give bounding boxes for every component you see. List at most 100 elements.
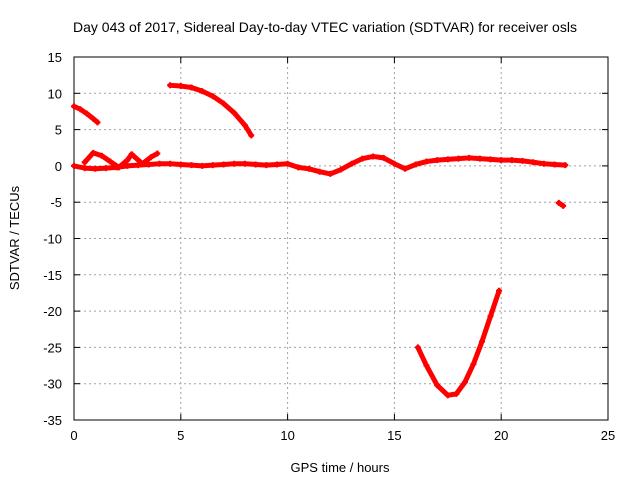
data-point bbox=[562, 162, 569, 169]
data-point bbox=[241, 160, 248, 167]
data-point bbox=[327, 170, 334, 177]
data-point bbox=[555, 199, 562, 206]
series-line bbox=[415, 288, 502, 398]
data-point bbox=[209, 162, 216, 169]
x-tick-labels: 0 5 10 15 20 25 bbox=[70, 428, 615, 443]
data-point bbox=[560, 202, 567, 209]
grid-lines bbox=[74, 57, 608, 420]
data-point bbox=[71, 162, 77, 169]
data-point bbox=[83, 110, 90, 117]
y-tick-label: -30 bbox=[43, 377, 62, 392]
data-point bbox=[487, 156, 494, 163]
data-point bbox=[139, 160, 146, 167]
data-point bbox=[128, 151, 135, 158]
y-tick-label: 5 bbox=[55, 123, 62, 138]
data-point bbox=[220, 100, 227, 107]
data-point bbox=[455, 155, 462, 162]
x-tick-label: 10 bbox=[280, 428, 294, 443]
data-point bbox=[370, 153, 377, 160]
data-point bbox=[71, 103, 77, 110]
data-point bbox=[453, 390, 460, 397]
data-point bbox=[77, 106, 84, 113]
series-segment-main-baseline bbox=[71, 153, 569, 177]
data-point bbox=[147, 154, 154, 161]
data-series bbox=[71, 82, 569, 399]
data-point bbox=[423, 362, 430, 369]
data-point bbox=[115, 164, 122, 171]
data-point bbox=[177, 161, 184, 168]
y-tick-label: -20 bbox=[43, 304, 62, 319]
data-point bbox=[423, 158, 430, 165]
data-point bbox=[316, 168, 323, 175]
data-point bbox=[508, 157, 515, 164]
data-point bbox=[103, 165, 110, 172]
data-point bbox=[231, 109, 238, 116]
data-point bbox=[92, 165, 99, 172]
data-point bbox=[470, 361, 477, 368]
data-point bbox=[98, 152, 105, 159]
data-point bbox=[273, 161, 280, 168]
data-point bbox=[338, 166, 344, 173]
data-point bbox=[476, 155, 483, 162]
data-point bbox=[107, 158, 114, 165]
data-point bbox=[156, 160, 163, 167]
y-tick-label: 0 bbox=[55, 159, 62, 174]
data-point bbox=[461, 379, 468, 386]
x-tick-label: 25 bbox=[601, 428, 615, 443]
data-point bbox=[444, 156, 451, 163]
data-point bbox=[519, 157, 526, 164]
y-tick-label: 10 bbox=[48, 86, 62, 101]
x-tick-label: 0 bbox=[70, 428, 77, 443]
x-tick-label: 5 bbox=[177, 428, 184, 443]
x-tick-label: 20 bbox=[494, 428, 508, 443]
data-point bbox=[478, 338, 485, 345]
data-point bbox=[252, 161, 259, 168]
data-point bbox=[551, 161, 558, 168]
data-point bbox=[305, 165, 312, 172]
data-point bbox=[284, 160, 291, 167]
chart-title: Day 043 of 2017, Sidereal Day-to-day VTE… bbox=[73, 19, 577, 35]
y-tick-label: 15 bbox=[48, 50, 62, 65]
data-point bbox=[414, 344, 421, 351]
data-point bbox=[263, 162, 270, 169]
y-tick-label: -10 bbox=[43, 232, 62, 247]
data-point bbox=[90, 115, 97, 122]
data-point bbox=[530, 159, 537, 166]
series-segment-early-descending bbox=[71, 103, 101, 126]
series-segment-early-ramps bbox=[81, 149, 161, 171]
data-point bbox=[380, 154, 387, 161]
data-point bbox=[167, 160, 174, 167]
data-point bbox=[248, 132, 255, 139]
data-point bbox=[188, 84, 195, 91]
data-point bbox=[391, 160, 398, 167]
data-point bbox=[412, 161, 419, 168]
series-line bbox=[82, 150, 160, 170]
data-point bbox=[90, 149, 97, 156]
data-point bbox=[209, 93, 216, 100]
series-segment-upper-arc bbox=[167, 82, 255, 139]
y-tick-label: -25 bbox=[43, 340, 62, 355]
data-point bbox=[177, 83, 184, 90]
series-segment-deep-dip bbox=[414, 287, 503, 399]
y-tick-label: -5 bbox=[50, 195, 62, 210]
data-point bbox=[124, 157, 131, 164]
data-point bbox=[145, 161, 152, 168]
data-point bbox=[540, 160, 547, 167]
data-point bbox=[487, 313, 494, 320]
y-tick-label: -35 bbox=[43, 413, 62, 428]
data-point bbox=[444, 392, 451, 399]
data-point bbox=[359, 155, 366, 162]
data-point bbox=[81, 159, 88, 166]
data-point bbox=[466, 154, 473, 161]
data-point bbox=[348, 160, 355, 167]
x-axis-label: GPS time / hours bbox=[291, 460, 390, 475]
data-point bbox=[199, 162, 206, 169]
data-point bbox=[124, 162, 131, 169]
data-point bbox=[188, 162, 195, 169]
y-tick-labels: 15 10 5 0 -5 -10 -15 -20 -25 -30 -35 bbox=[43, 50, 62, 428]
data-point bbox=[496, 287, 503, 294]
data-point bbox=[498, 157, 505, 164]
data-point bbox=[199, 88, 206, 95]
axis-ticks bbox=[73, 56, 609, 421]
